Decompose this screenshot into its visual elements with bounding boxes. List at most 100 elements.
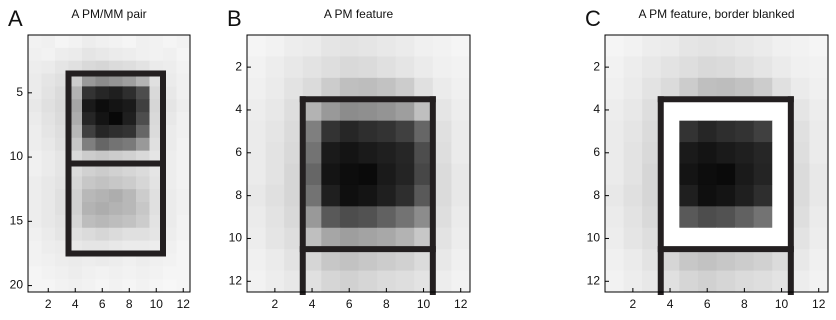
heatmap-cell: [136, 266, 150, 279]
heatmap-cell: [177, 61, 191, 74]
heatmap-cell: [82, 125, 96, 138]
x-tick-label: 12: [454, 297, 468, 311]
heatmap-cell: [42, 74, 56, 87]
heatmap-cell: [717, 164, 736, 186]
y-tick-label: 10: [587, 231, 601, 245]
heatmap-cell: [359, 56, 378, 78]
heatmap-cell: [177, 164, 191, 177]
heatmap-cell: [109, 189, 123, 202]
heatmap-cell: [55, 279, 69, 292]
heatmap-cell: [451, 121, 470, 143]
heatmap-cell: [340, 56, 359, 78]
heatmap-cell: [624, 206, 643, 228]
heatmap-cell: [359, 271, 378, 293]
heatmap-cell: [377, 185, 396, 207]
heatmap-cell: [451, 249, 470, 271]
heatmap-cell: [754, 206, 773, 228]
heatmap-cell: [96, 86, 110, 99]
x-tick-label: 8: [383, 297, 390, 311]
heatmap-cell: [42, 215, 56, 228]
heatmap-cell: [340, 249, 359, 271]
y-tick-label: 5: [16, 85, 23, 99]
heatmap-cell: [96, 138, 110, 151]
heatmap-cell: [42, 99, 56, 112]
heatmap-cell: [28, 112, 42, 125]
heatmap-cell: [809, 206, 828, 228]
heatmap-cell: [96, 112, 110, 125]
y-tick-label: 8: [593, 188, 600, 202]
heatmap-cell: [109, 266, 123, 279]
heatmap-cell: [28, 125, 42, 138]
heatmap-cell: [82, 86, 96, 99]
heatmap-cell: [321, 56, 340, 78]
heatmap-cell: [109, 99, 123, 112]
heatmap-cell: [177, 253, 191, 266]
heatmap-cell: [136, 138, 150, 151]
heatmap-cell: [809, 185, 828, 207]
heatmap-cell: [605, 121, 624, 143]
heatmap-cell: [69, 266, 83, 279]
heatmap-cell: [735, 206, 754, 228]
heatmap-cell: [266, 249, 285, 271]
heatmap-cell: [809, 142, 828, 164]
heatmap-cell: [791, 56, 810, 78]
heatmap-cell: [28, 176, 42, 189]
heatmap-cell: [82, 138, 96, 151]
heatmap-cell: [754, 142, 773, 164]
heatmap-cell: [150, 266, 164, 279]
heatmap-cell: [42, 189, 56, 202]
heatmap-cell: [451, 206, 470, 228]
heatmap-cell: [735, 164, 754, 186]
heatmap-cell: [414, 56, 433, 78]
heatmap-cell: [28, 253, 42, 266]
panel-title: A PM feature: [324, 7, 394, 21]
heatmap-cell: [321, 249, 340, 271]
heatmap-cell: [717, 271, 736, 293]
y-tick-label: 6: [593, 145, 600, 159]
heatmap-cell: [42, 48, 56, 61]
heatmap-cell: [42, 138, 56, 151]
heatmap-cell: [735, 56, 754, 78]
heatmap-cell: [717, 99, 736, 121]
heatmap-cell: [605, 35, 624, 57]
heatmap-cell: [82, 35, 96, 48]
heatmap-cell: [266, 35, 285, 57]
heatmap-cell: [123, 228, 137, 241]
heatmap-cell: [82, 228, 96, 241]
x-tick-label: 2: [272, 297, 279, 311]
heatmap-cell: [109, 279, 123, 292]
heatmap-cell: [109, 215, 123, 228]
heatmap-cell: [754, 56, 773, 78]
heatmap-cell: [123, 215, 137, 228]
heatmap-cell: [359, 206, 378, 228]
x-tick-label: 2: [630, 297, 637, 311]
heatmap-cell: [735, 249, 754, 271]
heatmap-cell: [396, 35, 415, 57]
heatmap-cell: [717, 185, 736, 207]
heatmap-cell: [123, 86, 137, 99]
heatmap-cell: [123, 125, 137, 138]
heatmap-cell: [321, 121, 340, 143]
heatmap-cell: [266, 206, 285, 228]
heatmap-cell: [321, 99, 340, 121]
heatmap-cell: [82, 99, 96, 112]
heatmap-cell: [679, 142, 698, 164]
y-tick-label: 2: [593, 59, 600, 73]
heatmap-cell: [624, 99, 643, 121]
heatmap-cell: [42, 35, 56, 48]
heatmap-cell: [624, 249, 643, 271]
heatmap-cell: [624, 56, 643, 78]
heatmap-cell: [359, 185, 378, 207]
heatmap-cell: [42, 241, 56, 254]
heatmap-cell: [451, 78, 470, 100]
heatmap-cell: [136, 35, 150, 48]
heatmap-cell: [109, 35, 123, 48]
heatmap-cell: [698, 249, 717, 271]
y-tick-label: 6: [235, 145, 242, 159]
heatmap-cell: [717, 142, 736, 164]
heatmap-cell: [321, 142, 340, 164]
heatmap-cell: [642, 35, 661, 57]
heatmap-cell: [359, 142, 378, 164]
heatmap-cell: [359, 249, 378, 271]
heatmap-cell: [679, 249, 698, 271]
